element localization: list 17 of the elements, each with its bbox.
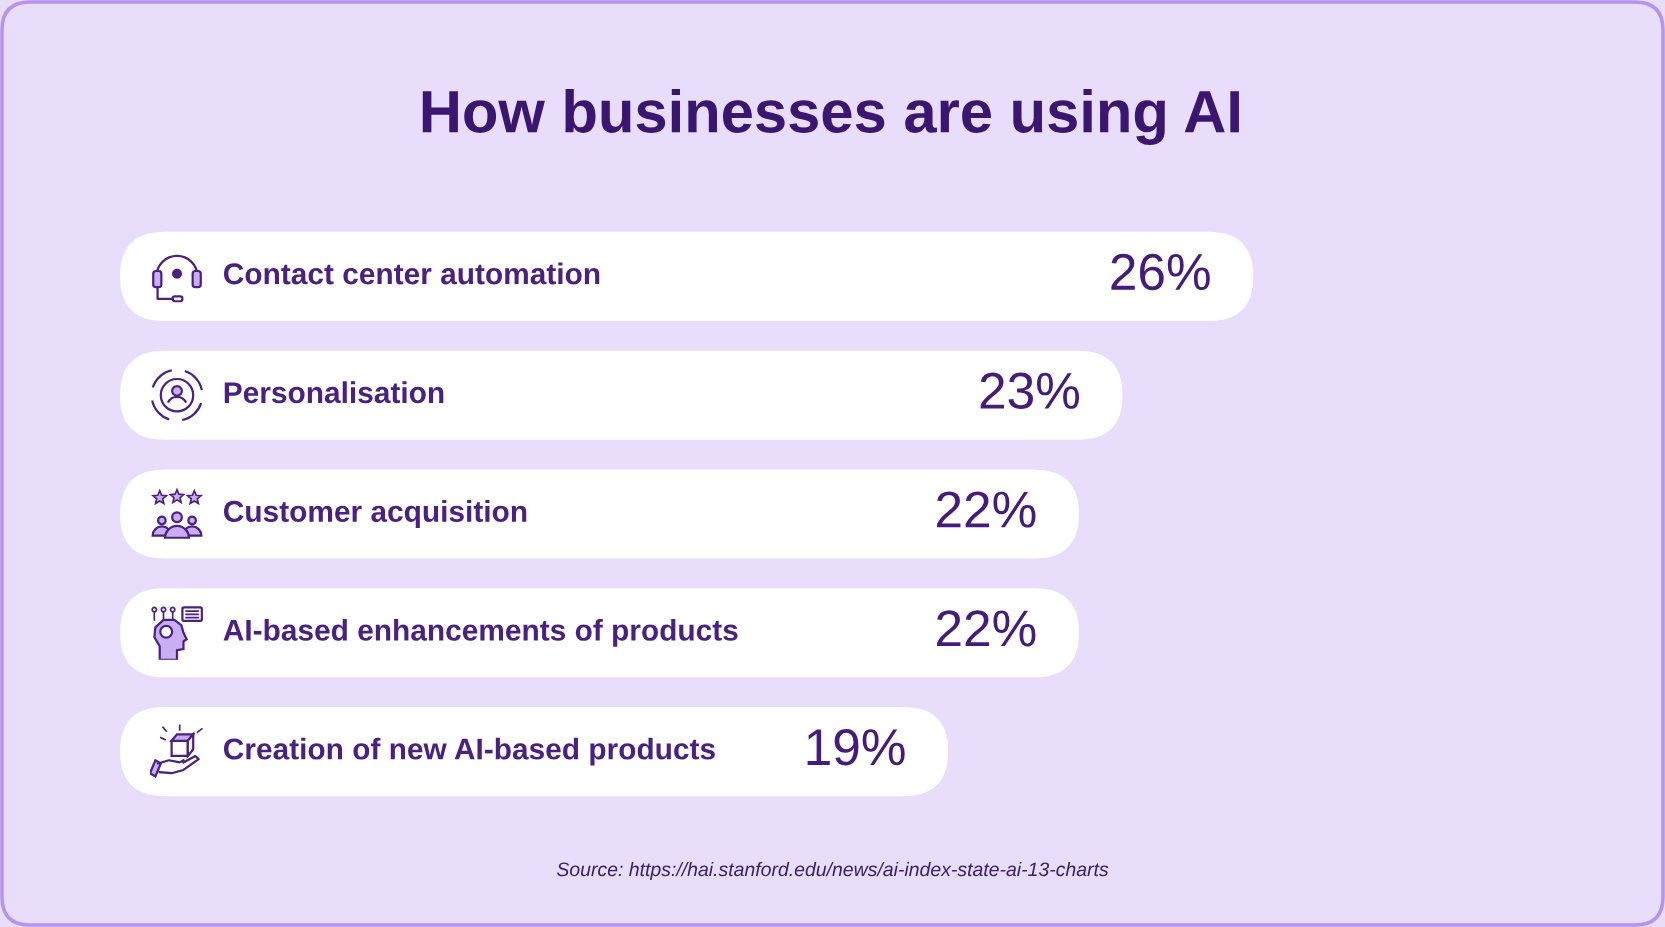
y-tick-label: Customer acquisition xyxy=(224,500,527,528)
y-tick-label: Creation of new AI-based products xyxy=(224,737,715,766)
bar xyxy=(120,231,1254,321)
bar xyxy=(120,707,949,797)
data-label: 22% xyxy=(937,610,1036,647)
bar xyxy=(120,350,1123,440)
chart-title: How businesses are using AI xyxy=(422,89,1239,145)
y-tick-label: Personalisation xyxy=(224,381,444,404)
data-label: 22% xyxy=(937,491,1036,528)
data-label: 26% xyxy=(1111,253,1210,291)
y-tick-label: AI-based enhancements of products xyxy=(223,618,738,647)
data-label: 23% xyxy=(980,372,1080,409)
y-tick-label: Contact center automation xyxy=(224,262,600,285)
source-note: Source: https://hai.stanford.edu/news/ai-index-state-ai-13-charts xyxy=(556,861,1109,881)
bar xyxy=(120,588,1079,678)
bar xyxy=(120,469,1079,559)
data-label: 19% xyxy=(807,729,905,766)
